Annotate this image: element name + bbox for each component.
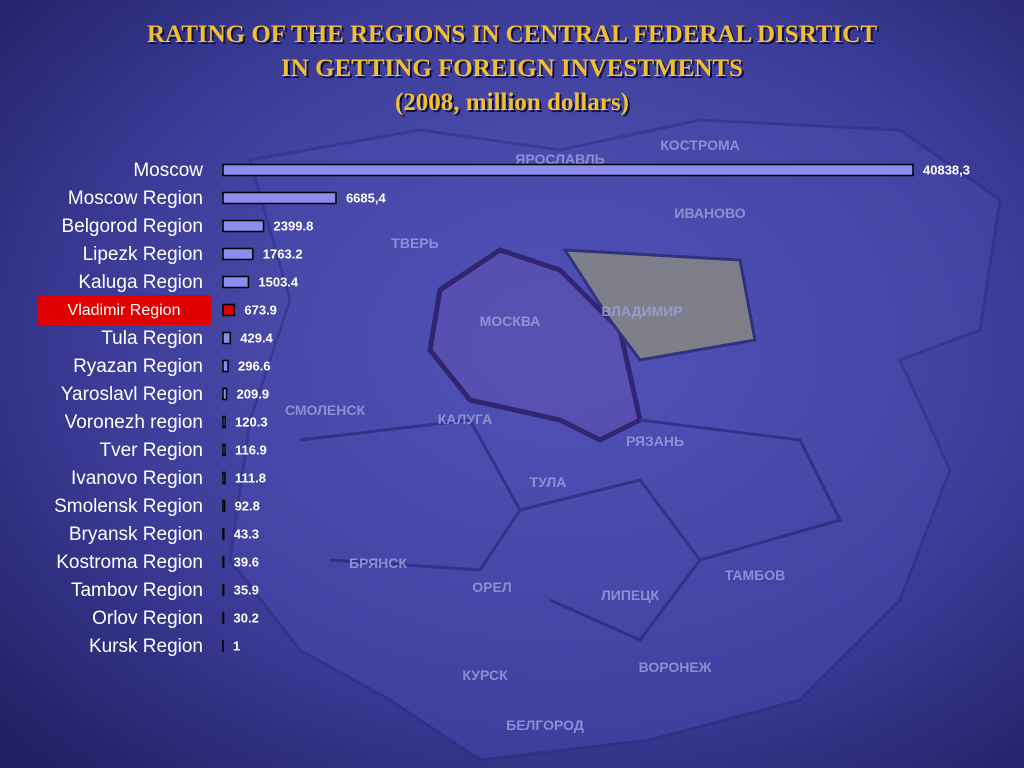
data-label: 673.9 xyxy=(244,302,277,317)
y-tick-label: Tula Region xyxy=(101,328,203,349)
map-label: ЯРОСЛАВЛЬ xyxy=(515,151,604,167)
data-label: 43.3 xyxy=(234,526,259,541)
data-label: 1503.4 xyxy=(258,274,299,289)
title-block: RATING OF THE REGIONS IN CENTRAL FEDERAL… xyxy=(147,21,879,118)
map-label: КУРСК xyxy=(462,667,508,683)
title-shadow: (2008, million dollars) xyxy=(397,91,631,118)
bar xyxy=(222,415,226,429)
y-tick-label: Yaroslavl Region xyxy=(61,384,203,405)
y-tick-label: Kaluga Region xyxy=(78,272,203,293)
y-tick-label: Smolensk Region xyxy=(54,496,203,517)
y-tick-label: Tver Region xyxy=(100,440,204,461)
plot: Moscow 40838,3 Moscow Region 6685,4 Belgorod… xyxy=(37,160,970,657)
data-label: 296.6 xyxy=(238,358,271,373)
data-label: 92.8 xyxy=(235,498,260,513)
map-label: СМОЛЕНСК xyxy=(285,402,366,418)
y-tick-label: Belgorod Region xyxy=(61,216,203,237)
map-label: ЛИПЕЦК xyxy=(601,587,660,603)
bar xyxy=(222,443,226,457)
map-label: ИВАНОВО xyxy=(674,205,745,221)
data-label: 120.3 xyxy=(235,414,268,429)
y-tick-label: Ryazan Region xyxy=(73,356,203,377)
map-label: ТВЕРЬ xyxy=(391,235,438,251)
map-label: МОСКВА xyxy=(480,313,541,329)
bar xyxy=(222,219,265,233)
chart-title: IN GETTING FOREIGN INVESTMENTS xyxy=(281,55,743,82)
map-label: РЯЗАНЬ xyxy=(626,433,684,449)
title-shadow: RATING OF THE REGIONS IN CENTRAL FEDERAL… xyxy=(149,23,879,50)
map-label: БРЯНСК xyxy=(349,555,407,571)
map-label: ТАМБОВ xyxy=(725,567,786,583)
bar xyxy=(222,163,914,177)
bar xyxy=(222,247,254,261)
bar xyxy=(222,583,225,597)
map-label: КОСТРОМА xyxy=(660,137,740,153)
chart-title: RATING OF THE REGIONS IN CENTRAL FEDERAL… xyxy=(147,21,877,48)
map-labels: КОСТРОМА ЯРОСЛАВЛЬ ИВАНОВО ТВЕРЬ МОСКВА ВЛАДИ… xyxy=(285,137,785,733)
map-label: БЕЛГОРОД xyxy=(506,717,584,733)
data-label: 1763.2 xyxy=(263,246,303,261)
data-label: 1 xyxy=(233,638,240,653)
y-tick-label: Lipezk Region xyxy=(83,244,203,265)
y-tick-label: Kostroma Region xyxy=(56,552,203,573)
y-tick-label: Moscow Region xyxy=(68,188,203,209)
y-tick-label: Bryansk Region xyxy=(69,524,203,545)
y-tick-label: Kursk Region xyxy=(89,636,203,657)
bar xyxy=(222,499,226,513)
bar xyxy=(222,471,226,485)
bar xyxy=(222,527,225,541)
map-label: ТУЛА xyxy=(530,474,567,490)
data-label: 35.9 xyxy=(234,582,259,597)
chart-subtitle: (2008, million dollars) xyxy=(395,89,629,116)
data-label: 209.9 xyxy=(237,386,270,401)
y-tick-label: Ivanovo Region xyxy=(71,468,203,489)
bar xyxy=(222,611,225,625)
y-tick-label: Moscow xyxy=(133,160,203,181)
bar xyxy=(222,303,236,317)
bar xyxy=(222,331,232,345)
map-label: КАЛУГА xyxy=(438,411,493,427)
bar xyxy=(222,191,337,205)
data-label: 6685,4 xyxy=(346,190,387,205)
bar xyxy=(222,555,225,569)
y-tick-label: Vladimir Region xyxy=(68,302,181,319)
bar xyxy=(222,359,229,373)
data-label: 429.4 xyxy=(240,330,273,345)
data-label: 30.2 xyxy=(234,610,259,625)
y-tick-label: Orlov Region xyxy=(92,608,203,629)
highlight-box xyxy=(37,295,211,325)
data-label: 111.8 xyxy=(235,470,266,485)
data-label: 116.9 xyxy=(235,442,267,457)
data-label: 2399.8 xyxy=(274,218,314,233)
map-shapes xyxy=(228,118,1002,762)
data-label: 39.6 xyxy=(234,554,259,569)
title-shadow: IN GETTING FOREIGN INVESTMENTS xyxy=(283,57,745,84)
y-tick-label: Voronezh region xyxy=(65,412,203,433)
y-tick-label: Tambov Region xyxy=(71,580,203,601)
data-label: 40838,3 xyxy=(923,162,970,177)
bar xyxy=(222,275,250,289)
map-label: ВЛАДИМИР xyxy=(601,303,682,319)
map-label: ОРЕЛ xyxy=(472,579,511,595)
bar xyxy=(222,387,228,401)
map-label: ВОРОНЕЖ xyxy=(639,659,712,675)
